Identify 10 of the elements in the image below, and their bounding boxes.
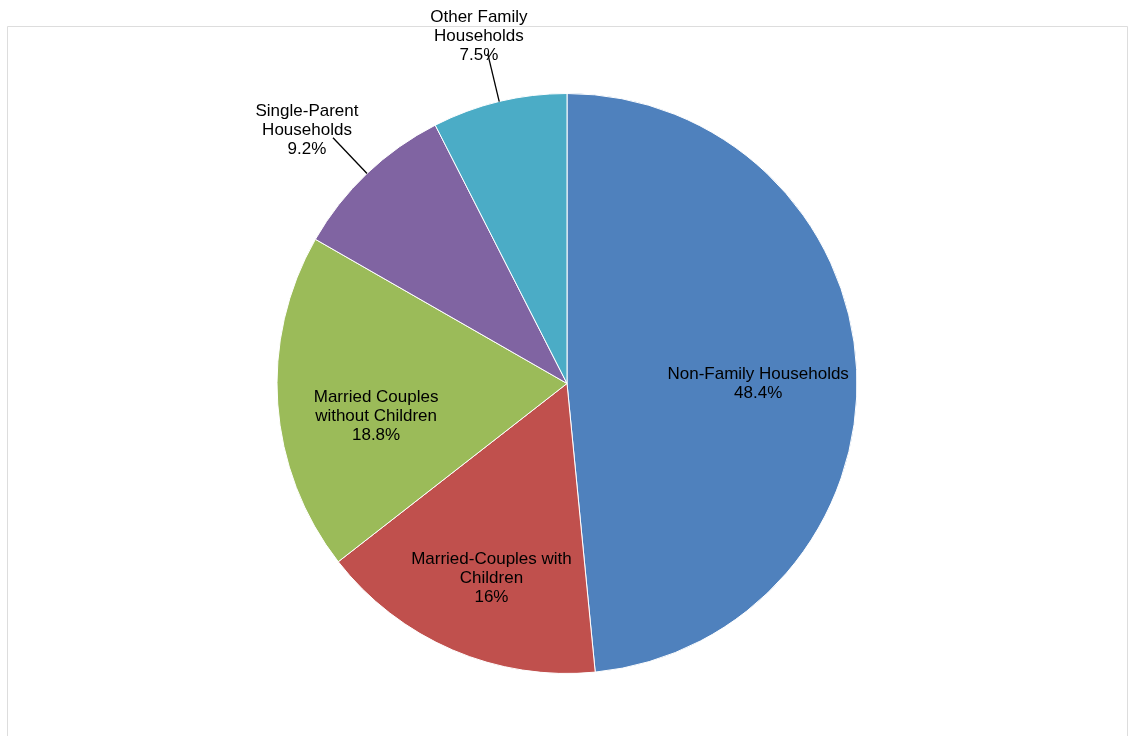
slice-label: Single-Parent Households (255, 100, 359, 139)
data-label: 18.8% (351, 425, 401, 445)
data-label: 48.4% (734, 383, 783, 403)
slice-label: Other Family Households (430, 6, 529, 45)
data-label: 9.2% (287, 138, 327, 158)
data-label: 16% (474, 587, 509, 607)
data-label: 7.5% (459, 44, 499, 64)
slice-label: Married-Couples with Children (411, 549, 572, 588)
slice-label: Non-Family Households (667, 364, 849, 384)
slice-label: Married Couples without Children (313, 387, 439, 426)
